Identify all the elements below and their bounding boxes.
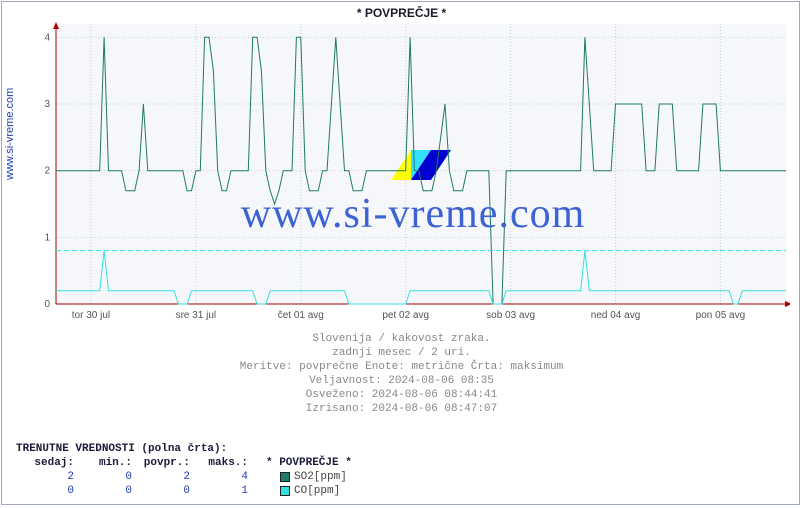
stats-col-header: maks.: — [190, 456, 248, 470]
caption-line: Osveženo: 2024-08-06 08:44:41 — [0, 388, 803, 402]
stats-cell: 2 — [132, 470, 190, 484]
svg-text:ned 04 avg: ned 04 avg — [591, 310, 641, 321]
stats-row: 2024SO2[ppm] — [16, 470, 352, 484]
svg-text:4: 4 — [44, 32, 50, 43]
caption-line: Meritve: povprečne Enote: metrične Črta:… — [0, 360, 803, 374]
series-name: CO[ppm] — [294, 484, 340, 498]
caption-line: Izrisano: 2024-08-06 08:47:07 — [0, 402, 803, 416]
stats-cell: 1 — [190, 484, 248, 498]
series-label: CO[ppm] — [280, 484, 340, 498]
stats-table: TRENUTNE VREDNOSTI (polna črta): sedaj:m… — [16, 442, 352, 498]
svg-text:čet 01 avg: čet 01 avg — [278, 310, 324, 321]
stats-cell: 0 — [74, 484, 132, 498]
chart-container: 0 1 2 3 4 tor 30 jul sre 31 jul čet 01 avg pet 0… — [36, 22, 790, 327]
stats-col-header: min.: — [74, 456, 132, 470]
series-label: SO2[ppm] — [280, 470, 347, 484]
stats-cell: 2 — [16, 470, 74, 484]
stats-row: 0001CO[ppm] — [16, 484, 352, 498]
stats-title: TRENUTNE VREDNOSTI (polna črta): — [16, 442, 352, 456]
chart-svg: 0 1 2 3 4 tor 30 jul sre 31 jul čet 01 avg pet 0… — [36, 22, 790, 327]
stats-cell: 0 — [74, 470, 132, 484]
stats-series-header: * POVPREČJE * — [266, 456, 352, 470]
stats-col-header: povpr.: — [132, 456, 190, 470]
chart-title: * POVPREČJE * — [0, 6, 803, 20]
series-swatch — [280, 486, 290, 496]
caption-line: Veljavnost: 2024-08-06 08:35 — [0, 374, 803, 388]
svg-text:0: 0 — [44, 299, 50, 310]
series-name: SO2[ppm] — [294, 470, 347, 484]
svg-text:sre 31 jul: sre 31 jul — [176, 310, 217, 321]
svg-text:3: 3 — [44, 99, 50, 110]
svg-text:1: 1 — [44, 232, 50, 243]
source-link-vertical[interactable]: www.si-vreme.com — [4, 88, 16, 180]
caption-line: zadnji mesec / 2 uri. — [0, 346, 803, 360]
stats-header-row: sedaj:min.:povpr.:maks.: * POVPREČJE * — [16, 456, 352, 470]
caption-line: Slovenija / kakovost zraka. — [0, 332, 803, 346]
caption-block: Slovenija / kakovost zraka.zadnji mesec … — [0, 332, 803, 416]
svg-text:tor 30 jul: tor 30 jul — [72, 310, 110, 321]
stats-cell: 4 — [190, 470, 248, 484]
series-swatch — [280, 472, 290, 482]
stats-cell: 0 — [16, 484, 74, 498]
svg-text:2: 2 — [44, 166, 50, 177]
svg-text:sob 03 avg: sob 03 avg — [486, 310, 535, 321]
svg-text:pet 02 avg: pet 02 avg — [382, 310, 429, 321]
stats-col-header: sedaj: — [16, 456, 74, 470]
svg-text:pon 05 avg: pon 05 avg — [696, 310, 746, 321]
stats-cell: 0 — [132, 484, 190, 498]
